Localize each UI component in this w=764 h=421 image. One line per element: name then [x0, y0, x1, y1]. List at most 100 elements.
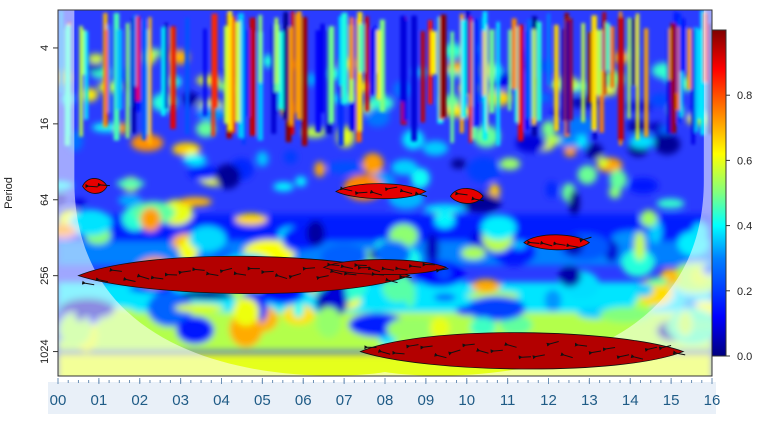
coherence-stripe	[591, 15, 597, 131]
phase-arrow	[377, 348, 391, 355]
coherence-stripe	[554, 24, 559, 131]
x-tick-label: 14	[622, 392, 639, 409]
coherence-blob	[147, 290, 193, 327]
coherence-blob	[391, 159, 418, 176]
coherence-stripe	[249, 17, 256, 136]
coherence-stripe	[379, 19, 385, 112]
coherence-stripe	[170, 26, 176, 130]
coherence-stripe	[489, 29, 495, 114]
phase-arrow	[340, 264, 354, 270]
coherence-blob	[232, 297, 260, 326]
coherence-blob	[481, 215, 517, 240]
phase-arrow	[532, 354, 545, 360]
coherence-blob	[326, 161, 364, 174]
phase-arrow	[355, 191, 368, 196]
coherence-stripe	[373, 26, 379, 73]
phase-arrow	[233, 271, 247, 276]
phase-arrow	[658, 345, 672, 351]
colorbar-tick-label: 0.8	[737, 90, 752, 102]
coherence-stripe	[599, 30, 604, 133]
phase-arrow	[434, 352, 447, 359]
coherence-blob	[650, 93, 670, 108]
coherence-stripe	[81, 29, 87, 75]
coherence-blob	[621, 249, 655, 277]
coherence-stripe	[567, 18, 573, 121]
coherence-blob	[470, 317, 497, 337]
coherence-stripe	[315, 30, 321, 133]
coherence-blob	[443, 105, 473, 118]
coherence-stripe	[473, 19, 478, 128]
phase-arrow	[539, 240, 553, 247]
coherence-blob	[429, 317, 450, 339]
phase-arrow	[644, 346, 658, 352]
coherence-stripe	[289, 27, 293, 126]
colorbar-tick-label: 0.6	[737, 155, 752, 167]
phase-arrow	[672, 350, 686, 356]
coherence-stripe	[687, 28, 692, 90]
phase-arrow	[395, 266, 408, 271]
coherence-stripe	[229, 16, 236, 134]
phase-arrow	[455, 191, 468, 196]
coherence-blob	[295, 176, 307, 187]
coherence-blob	[314, 161, 326, 177]
coherence-blob	[640, 209, 658, 227]
coherence-blob	[423, 203, 466, 214]
phase-arrow	[385, 277, 398, 284]
coherence-stripe	[411, 15, 417, 142]
coherence-stripe	[274, 17, 279, 84]
coherence-blob	[566, 116, 595, 136]
phase-arrow	[123, 276, 136, 283]
coherence-blob	[293, 302, 304, 318]
y-axis-label: Period	[3, 177, 15, 209]
coherence-stripe	[667, 29, 674, 134]
phase-arrow	[476, 348, 489, 354]
coherence-blob	[649, 219, 662, 244]
coherence-heatmap	[58, 10, 712, 376]
phase-arrow	[406, 344, 419, 349]
phase-arrow	[579, 236, 592, 243]
phase-arrow	[261, 270, 274, 275]
coherence-blob	[499, 314, 533, 336]
coherence-blob	[466, 296, 526, 321]
coherence-stripe	[116, 29, 123, 110]
coherence-stripe	[243, 29, 250, 117]
coherence-stripe	[237, 13, 244, 138]
coherence-blob	[434, 213, 455, 229]
x-axis: 00 01 02 03 04 05 06 07 08 09 10 11 12 13 14 15 16	[50, 378, 721, 409]
coherence-stripe	[328, 26, 335, 123]
coherence-blob	[647, 277, 669, 286]
x-tick-label: 09	[418, 392, 435, 409]
coherence-blob	[182, 154, 207, 166]
phase-arrow	[462, 343, 475, 348]
coherence-stripe	[133, 14, 139, 87]
x-tick-label: 04	[213, 392, 230, 409]
coherence-blob	[629, 134, 655, 149]
x-axis-band	[48, 382, 716, 414]
coherence-blob	[118, 194, 142, 206]
coherence-blob	[116, 179, 145, 188]
coherence-blob	[635, 283, 654, 297]
coherence-blob	[176, 316, 214, 345]
coherence-blob	[511, 240, 527, 250]
y-axis: 4 16 64 256 1024	[39, 45, 58, 364]
coherence-stripe	[450, 31, 454, 143]
coherence-stripe	[212, 13, 218, 108]
coherence-stripe	[605, 22, 610, 71]
phase-arrow	[302, 266, 316, 271]
coherence-stripe	[440, 14, 447, 117]
coherence-blob	[283, 150, 298, 164]
coherence-stripe	[224, 25, 230, 124]
phase-arrow	[136, 273, 150, 280]
coherence-blob	[87, 62, 104, 72]
coherence-stripe	[428, 20, 433, 105]
x-tick-label: 01	[91, 392, 108, 409]
phase-arrow	[316, 275, 329, 280]
coherence-stripe	[581, 23, 585, 123]
coherence-stripe	[698, 29, 704, 119]
x-tick-label: 16	[704, 392, 721, 409]
coherence-blob	[187, 165, 220, 181]
phase-arrow	[344, 271, 357, 276]
coherence-stripe	[185, 17, 190, 135]
coherence-stripe	[546, 13, 551, 85]
coherence-blob	[410, 168, 430, 189]
